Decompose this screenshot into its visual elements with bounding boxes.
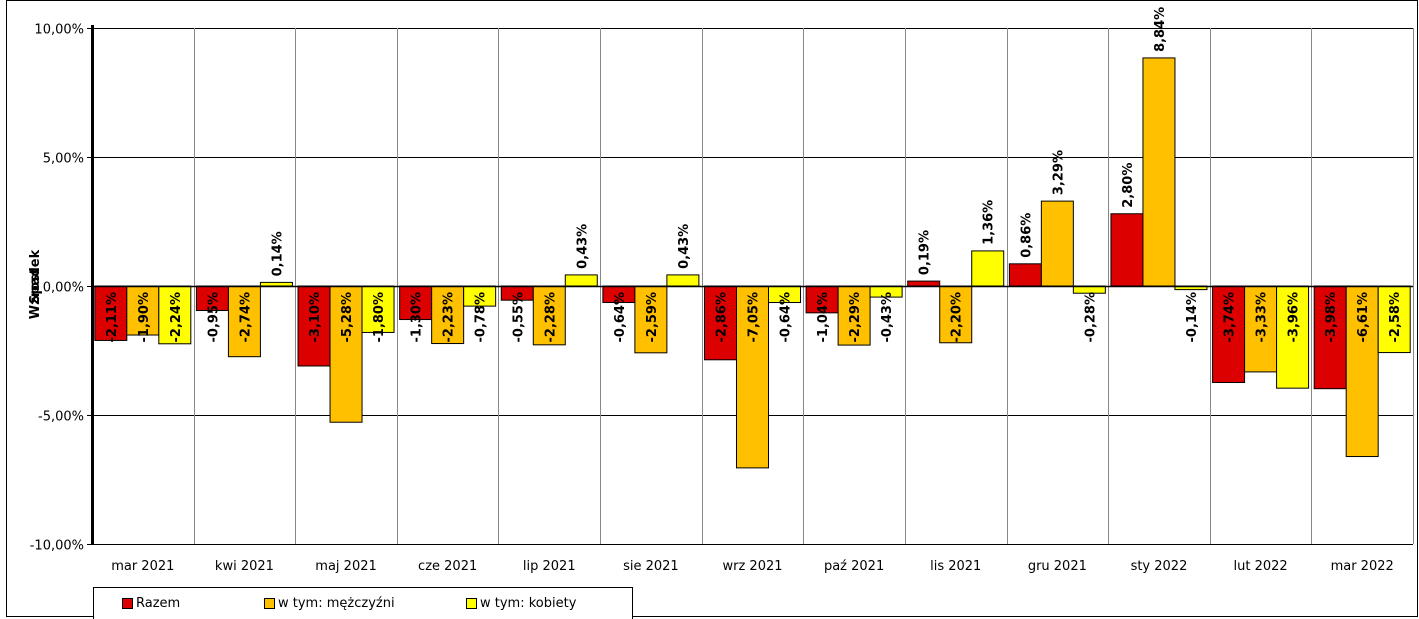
y-tick-label: -10,00% (30, 539, 84, 554)
data-label: -0,95% (206, 292, 221, 343)
y-tick-label: -5,00% (38, 410, 84, 425)
data-label: -2,59% (645, 292, 660, 343)
legend: Razem w tym: mężczyźni w tym: kobiety (93, 587, 633, 619)
bar (1142, 57, 1176, 287)
data-label: -3,98% (1324, 292, 1339, 343)
data-label: 0,86% (1019, 213, 1034, 258)
bar (1040, 200, 1074, 287)
bar (1345, 285, 1379, 458)
data-label: -0,55% (511, 292, 526, 343)
data-label: -2,86% (715, 292, 730, 343)
data-label: -2,74% (238, 292, 253, 343)
data-label: -2,29% (848, 292, 863, 343)
x-tick-label: lip 2021 (523, 559, 576, 574)
legend-swatch-razem (122, 598, 133, 609)
data-label: -2,23% (442, 292, 457, 343)
x-tick-label: wrz 2021 (722, 559, 782, 574)
bar (158, 285, 192, 345)
data-label: -0,14% (1185, 292, 1200, 343)
bar (1313, 285, 1347, 390)
bar (736, 285, 769, 469)
data-label: 0,43% (677, 224, 692, 269)
bar (1110, 213, 1144, 287)
bar (666, 274, 700, 287)
bar (329, 285, 363, 423)
data-label: -2,20% (950, 292, 965, 343)
x-tick-label: maj 2021 (315, 559, 376, 574)
data-label: -6,61% (1356, 292, 1371, 343)
x-tick-label: sty 2022 (1131, 559, 1188, 574)
x-tick-label: sie 2021 (623, 559, 679, 574)
bar (837, 285, 871, 346)
data-label: -3,33% (1255, 292, 1270, 343)
x-tick-label: gru 2021 (1028, 559, 1087, 574)
legend-item-mezczyzni: w tym: mężczyźni (264, 596, 395, 611)
data-label: -0,28% (1083, 292, 1098, 343)
data-label: -5,28% (340, 292, 355, 343)
legend-swatch-mezczyzni (264, 598, 275, 609)
bar (259, 281, 293, 287)
bar (1244, 285, 1278, 373)
bar (195, 285, 229, 312)
data-label: -0,64% (779, 292, 794, 343)
y-axis-title-top: Wzrost (28, 268, 43, 319)
legend-label-razem: Razem (136, 596, 181, 611)
bar (939, 285, 973, 344)
x-tick-label: cze 2021 (418, 559, 477, 574)
data-label: 0,43% (575, 224, 590, 269)
data-label: -2,58% (1388, 292, 1403, 343)
data-label: -0,78% (474, 292, 489, 343)
data-label: -2,11% (105, 292, 120, 343)
data-label: -3,96% (1287, 292, 1302, 343)
legend-label-mezczyzni: w tym: mężczyźni (278, 596, 395, 611)
data-label: -0,43% (880, 292, 895, 343)
bar (971, 250, 1005, 287)
bar (532, 285, 566, 346)
bar (907, 280, 941, 287)
bar (1377, 285, 1411, 354)
bar (431, 285, 465, 345)
data-label: 2,80% (1121, 163, 1136, 208)
data-label: -1,90% (137, 292, 152, 343)
x-tick-label: mar 2022 (1331, 559, 1394, 574)
x-tick-label: mar 2021 (111, 559, 174, 574)
legend-item-razem: Razem (122, 596, 180, 611)
data-label: 0,19% (918, 230, 933, 275)
data-label: 8,84% (1153, 7, 1168, 52)
bar (564, 274, 598, 287)
x-tick-label: lis 2021 (930, 559, 981, 574)
legend-swatch-kobiety (466, 598, 477, 609)
legend-item-kobiety: w tym: kobiety (466, 596, 576, 611)
bar (1008, 263, 1042, 287)
y-tick-label: 10,00% (34, 23, 84, 38)
data-label: -1,80% (372, 292, 387, 343)
legend-label-kobiety: w tym: kobiety (480, 596, 577, 611)
y-tick-label: 0,00% (43, 281, 84, 296)
data-label: -2,24% (169, 292, 184, 343)
data-label: 3,29% (1051, 150, 1066, 195)
data-label: 0,14% (270, 231, 285, 276)
data-label: -0,64% (613, 292, 628, 343)
y-tick-label: 5,00% (43, 152, 84, 167)
x-tick-label: kwi 2021 (215, 559, 274, 574)
x-tick-label: lut 2022 (1233, 559, 1287, 574)
data-label: -3,10% (308, 292, 323, 343)
data-label: -2,28% (543, 292, 558, 343)
data-label: -1,04% (816, 292, 831, 343)
data-label: -3,74% (1223, 292, 1238, 343)
bar (227, 285, 261, 358)
bar (1276, 285, 1310, 389)
data-label: -1,30% (410, 292, 425, 343)
y-axis-title-bottom: Spadek (28, 249, 43, 304)
bar (399, 285, 433, 321)
data-label: 1,36% (982, 200, 997, 245)
bar (1212, 285, 1246, 383)
x-tick-label: paź 2021 (824, 559, 884, 574)
data-label: -7,05% (747, 292, 762, 343)
